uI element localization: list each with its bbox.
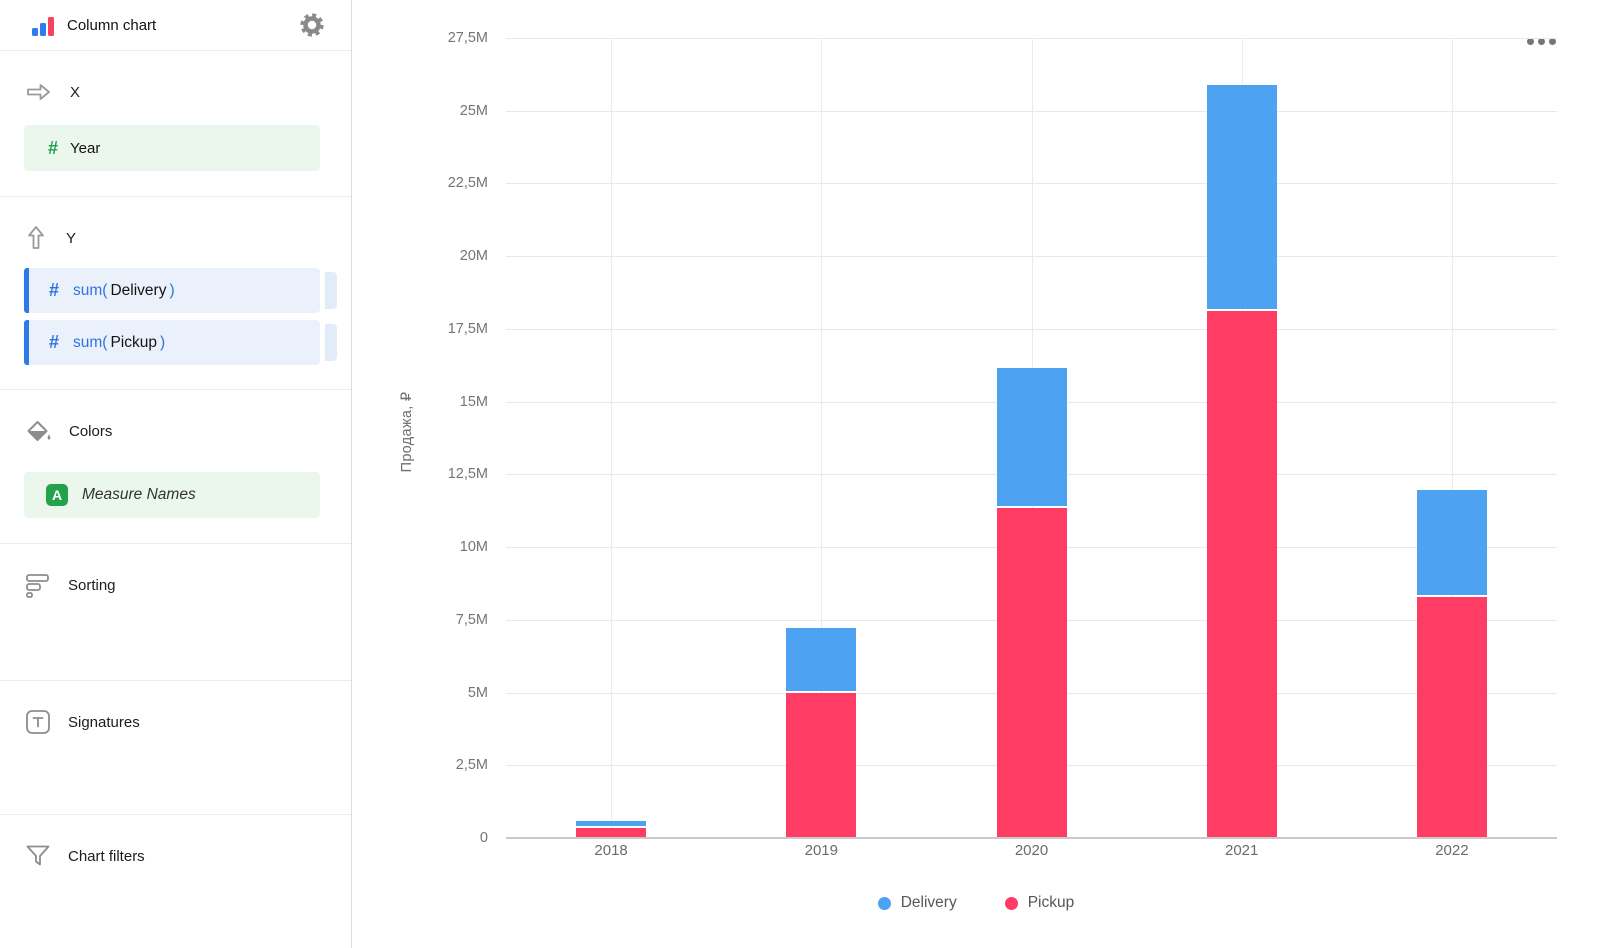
chart-filters-section-label: Chart filters — [68, 847, 145, 865]
x-gridline — [611, 38, 613, 838]
formula-suffix: ) — [169, 281, 175, 299]
legend-marker-icon — [877, 896, 891, 910]
column-chart-icon — [30, 12, 56, 38]
number-field-icon: # — [49, 280, 60, 300]
measure-names-badge-icon: A — [46, 484, 68, 506]
bar-2021-delivery[interactable] — [1206, 85, 1277, 310]
field-chip-label: Measure Names — [82, 486, 196, 503]
legend-item-pickup[interactable]: Pickup — [1004, 894, 1075, 912]
x-tick-label: 2018 — [594, 842, 628, 859]
x-section-header: X — [25, 75, 351, 109]
y-tick-label: 12,5M — [447, 466, 488, 483]
y-tick-label: 17,5M — [447, 320, 488, 337]
y-section-header: Y — [25, 221, 351, 255]
legend-label: Pickup — [1027, 894, 1075, 911]
number-field-icon: # — [48, 137, 59, 158]
legend-label: Delivery — [900, 894, 957, 911]
legend-item-delivery[interactable]: Delivery — [877, 894, 957, 912]
signatures-section-label: Signatures — [68, 713, 140, 731]
chart-filters-section: Chart filters — [0, 815, 351, 948]
colors-section-label: Colors — [69, 422, 113, 440]
bar-2018-delivery[interactable] — [576, 821, 647, 826]
arrow-right-icon — [25, 81, 53, 103]
sorting-section-label: Sorting — [68, 576, 116, 594]
context-menu-button[interactable] — [1527, 38, 1556, 45]
sorting-icon — [25, 572, 51, 598]
x-section: X # Year — [0, 51, 351, 197]
funnel-filter-icon — [25, 843, 51, 869]
sorting-section-header: Sorting — [25, 568, 351, 602]
legend-marker-icon — [1004, 896, 1018, 910]
field-chip-measure-names[interactable]: A Measure Names — [24, 472, 320, 518]
y-tick-label: 5M — [467, 684, 488, 701]
colors-section-header: Colors — [25, 414, 351, 448]
signatures-icon — [25, 709, 51, 735]
formula-prefix: sum( — [73, 281, 108, 299]
x-tick-label: 2019 — [804, 842, 838, 859]
formula-suffix: ) — [160, 333, 166, 351]
x-tick-label: 2022 — [1435, 842, 1469, 859]
settings-gear-icon[interactable] — [299, 12, 325, 38]
sidebar-header: Column chart — [0, 0, 351, 51]
paint-bucket-icon — [25, 418, 52, 444]
y-tick-label: 10M — [459, 539, 488, 556]
field-chip-year[interactable]: # Year — [24, 125, 320, 171]
x-tick-label: 2020 — [1014, 842, 1049, 859]
y-tick-label: 2,5M — [455, 757, 488, 774]
y-tick-label: 7,5M — [455, 611, 488, 628]
arrow-up-icon — [25, 225, 49, 251]
field-chip-sum-delivery[interactable]: # sum(Delivery) — [24, 268, 337, 313]
y-tick-label: 25M — [459, 102, 488, 119]
number-field-icon: # — [49, 332, 60, 352]
menu-dot — [1538, 38, 1545, 45]
x-tick-label: 2021 — [1225, 842, 1259, 859]
y-section-label: Y — [66, 229, 77, 247]
y-section: Y # sum(Delivery) # sum(Pickup) — [0, 197, 351, 390]
menu-dot — [1527, 38, 1534, 45]
formula-prefix: sum( — [73, 333, 108, 351]
bar-2019-pickup[interactable] — [786, 692, 857, 838]
sorting-section: Sorting — [0, 544, 351, 681]
field-chip-label: Delivery — [110, 281, 167, 299]
bar-2020-delivery[interactable] — [996, 367, 1067, 506]
signatures-section-header: Signatures — [25, 705, 351, 739]
bar-2022-pickup[interactable] — [1416, 596, 1487, 838]
bar-2020-pickup[interactable] — [996, 507, 1067, 838]
y-tick-label: 20M — [459, 248, 488, 265]
field-chip-label: Pickup — [110, 333, 157, 351]
menu-dot — [1549, 38, 1556, 45]
colors-section: Colors A Measure Names — [0, 390, 351, 544]
chart-type-title: Column chart — [67, 16, 157, 34]
bar-2019-delivery[interactable] — [786, 628, 857, 691]
sidebar: Column chart X # Year — [0, 0, 352, 948]
y-tick-label: 15M — [459, 393, 488, 410]
bar-2022-delivery[interactable] — [1416, 489, 1487, 595]
bar-2018-pickup[interactable] — [576, 827, 647, 838]
chart-filters-section-header: Chart filters — [25, 839, 351, 873]
chart-area: Продажа, ₽ Delivery Pickup 0 2,5M 5M 7,5M 10M… — [352, 0, 1600, 948]
legend: Delivery Pickup — [352, 894, 1600, 912]
y-tick-label: 0 — [479, 830, 488, 846]
x-gridline — [1451, 38, 1453, 838]
signatures-section: Signatures — [0, 681, 351, 815]
x-axis-line — [506, 837, 1557, 839]
x-section-label: X — [70, 83, 81, 101]
bar-2021-pickup[interactable] — [1206, 311, 1277, 838]
x-gridline — [821, 38, 823, 838]
y-tick-label: 27,5M — [447, 30, 488, 46]
field-chip-sum-pickup[interactable]: # sum(Pickup) — [24, 320, 337, 365]
field-chip-label: Year — [70, 139, 101, 157]
y-tick-label: 22,5M — [447, 175, 488, 192]
